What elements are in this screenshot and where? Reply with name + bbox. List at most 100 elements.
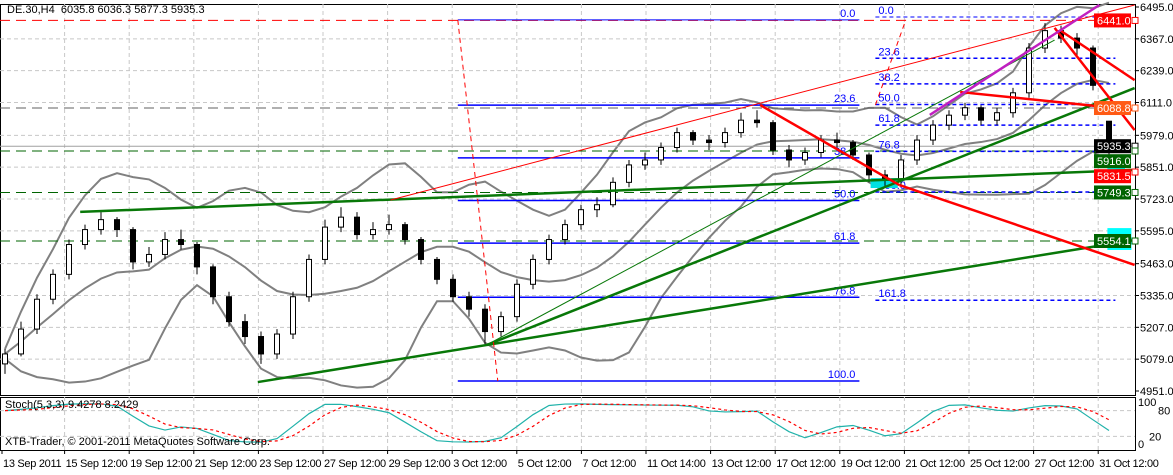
candle-body <box>290 296 296 335</box>
time-axis-label: 29 Sep 12:00 <box>389 458 451 470</box>
candle-body <box>402 224 408 241</box>
fibonacci-level-label: 100.0 <box>828 369 856 381</box>
candle <box>306 254 312 302</box>
candle-body <box>834 139 840 144</box>
candle <box>226 291 232 327</box>
candle <box>610 177 616 208</box>
candle-body <box>674 132 680 149</box>
candle <box>50 269 56 305</box>
candle-body <box>1010 92 1016 114</box>
fibonacci-level-label: 161.8 <box>878 288 906 300</box>
candle <box>962 102 968 121</box>
candle-body <box>354 216 360 236</box>
candle <box>2 348 8 374</box>
candle-body <box>658 147 664 161</box>
candle <box>738 112 744 138</box>
price-axis-label: 5463.0 <box>1140 259 1173 271</box>
time-axis-label: 31 Oct 12:00 <box>1099 458 1159 470</box>
candle-body <box>770 122 776 151</box>
trendline <box>486 39 1055 346</box>
candle <box>402 222 408 245</box>
candle <box>674 127 680 153</box>
candle <box>322 219 328 265</box>
price-tag-label: 5916.0 <box>1097 156 1131 168</box>
candle-body <box>338 216 344 228</box>
price-tag <box>1094 169 1131 184</box>
candle <box>642 152 648 170</box>
candle-body <box>18 328 24 355</box>
candle-body <box>306 258 312 298</box>
candle <box>418 237 424 265</box>
candle-body <box>194 244 200 268</box>
price-tag <box>1094 139 1131 154</box>
candle-body <box>210 266 216 298</box>
candle <box>594 197 600 218</box>
price-axis-label: 6239.0 <box>1140 66 1173 78</box>
candle-body <box>594 204 600 211</box>
stoch-d-line <box>4 403 1110 443</box>
price-tag-label: 5831.5 <box>1097 171 1131 183</box>
time-axis-label: 21 Oct 12:00 <box>905 458 965 470</box>
candle <box>546 234 552 265</box>
trendline <box>874 19 907 106</box>
time-axis-label: 7 Oct 12:00 <box>582 458 636 470</box>
candle-body <box>978 107 984 121</box>
candle-body <box>34 298 40 330</box>
candle-body <box>50 273 56 300</box>
candle-body <box>146 253 152 263</box>
candle <box>354 212 360 240</box>
candle-body <box>722 132 728 144</box>
level-marker <box>1131 16 1139 24</box>
level-marker <box>1131 237 1139 245</box>
candle-body <box>386 224 392 231</box>
candle-body <box>914 139 920 161</box>
candle-body <box>898 159 904 181</box>
trendline <box>486 86 1136 347</box>
candle <box>802 147 808 165</box>
time-axis-label: 13 Sep 2011 <box>3 458 61 470</box>
candle <box>578 204 584 230</box>
candle-body <box>530 258 536 285</box>
time-axis-label: 5 Oct 12:00 <box>518 458 572 470</box>
time-axis-label: 11 Oct 14:00 <box>647 458 706 470</box>
price-tag <box>1094 234 1131 249</box>
candle-body <box>690 132 696 141</box>
candle-body <box>578 209 584 226</box>
candle <box>626 159 632 188</box>
stoch-axis-label: 20 <box>1149 431 1161 443</box>
candle <box>722 127 728 148</box>
candle-body <box>1026 47 1032 94</box>
candle-body <box>370 229 376 236</box>
price-axis-label: 4951.0 <box>1140 386 1173 398</box>
price-tag <box>1094 185 1131 200</box>
candle-body <box>482 308 488 333</box>
time-axis-label: 27 Oct 12:00 <box>1035 458 1095 470</box>
price-tag-label: 5935.3 <box>1097 141 1131 153</box>
price-tag <box>1094 13 1131 28</box>
candle <box>178 229 184 250</box>
price-tag-label: 6441.0 <box>1097 15 1131 27</box>
time-axis-label: 27 Sep 12:00 <box>324 458 386 470</box>
candle-body <box>562 224 568 241</box>
time-axis-label: 23 Sep 12:00 <box>259 458 321 470</box>
candle <box>658 142 664 165</box>
candle <box>514 279 520 322</box>
chart-header: DE.30,H4 6035.8 6036.3 5877.3 5935.3 <box>7 4 205 16</box>
price-axis-label: 5335.0 <box>1140 290 1173 302</box>
candle-body <box>626 164 632 183</box>
candle <box>130 227 136 270</box>
candle <box>930 120 936 146</box>
candle-body <box>258 336 264 355</box>
candle-body <box>546 239 552 260</box>
stoch-axis-label: 80 <box>1158 406 1170 418</box>
candle-body <box>866 154 872 176</box>
candle <box>754 110 760 128</box>
candle <box>562 219 568 245</box>
candle-body <box>178 239 184 246</box>
candle <box>34 294 40 335</box>
fibonacci-level-label: 76.8 <box>878 139 899 151</box>
fibonacci-level-label: 23.6 <box>878 46 899 58</box>
candle-body <box>434 258 440 280</box>
bollinger-middle <box>4 78 1110 355</box>
